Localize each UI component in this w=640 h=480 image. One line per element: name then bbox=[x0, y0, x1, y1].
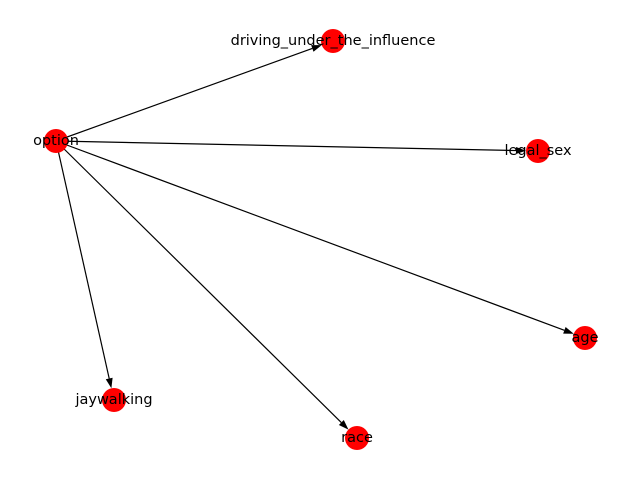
node-label-jaywalking: jaywalking bbox=[74, 392, 152, 408]
edge-option-to-jaywalking bbox=[55, 140, 110, 379]
arrowhead-legal_sex bbox=[515, 147, 527, 155]
node-option bbox=[44, 129, 68, 153]
arrowhead-driving_under_the_influence bbox=[311, 45, 322, 52]
node-label-race: race bbox=[341, 430, 373, 446]
edges-layer bbox=[55, 45, 574, 430]
node-label-option: option bbox=[33, 133, 79, 149]
arrowhead-age bbox=[563, 327, 574, 334]
node-legal_sex bbox=[526, 139, 550, 163]
node-race bbox=[345, 426, 369, 450]
node-jaywalking bbox=[102, 388, 126, 412]
edge-option-to-driving_under_the_influence bbox=[55, 47, 313, 142]
labels-layer: option driving_under_the_influence legal_s… bbox=[33, 33, 599, 446]
nodes-layer bbox=[44, 29, 597, 450]
node-label-age: age bbox=[571, 330, 598, 346]
edge-option-to-legal_sex bbox=[55, 140, 517, 152]
arrowhead-race bbox=[338, 420, 349, 430]
node-age bbox=[573, 326, 597, 350]
node-driving_under_the_influence bbox=[321, 29, 345, 53]
edge-option-to-race bbox=[55, 140, 342, 423]
node-label-legal_sex: legal_sex bbox=[504, 143, 572, 159]
node-label-driving_under_the_influence: driving_under_the_influence bbox=[231, 33, 436, 49]
arrowhead-jaywalking bbox=[105, 377, 113, 389]
edge-option-to-age bbox=[55, 140, 565, 331]
